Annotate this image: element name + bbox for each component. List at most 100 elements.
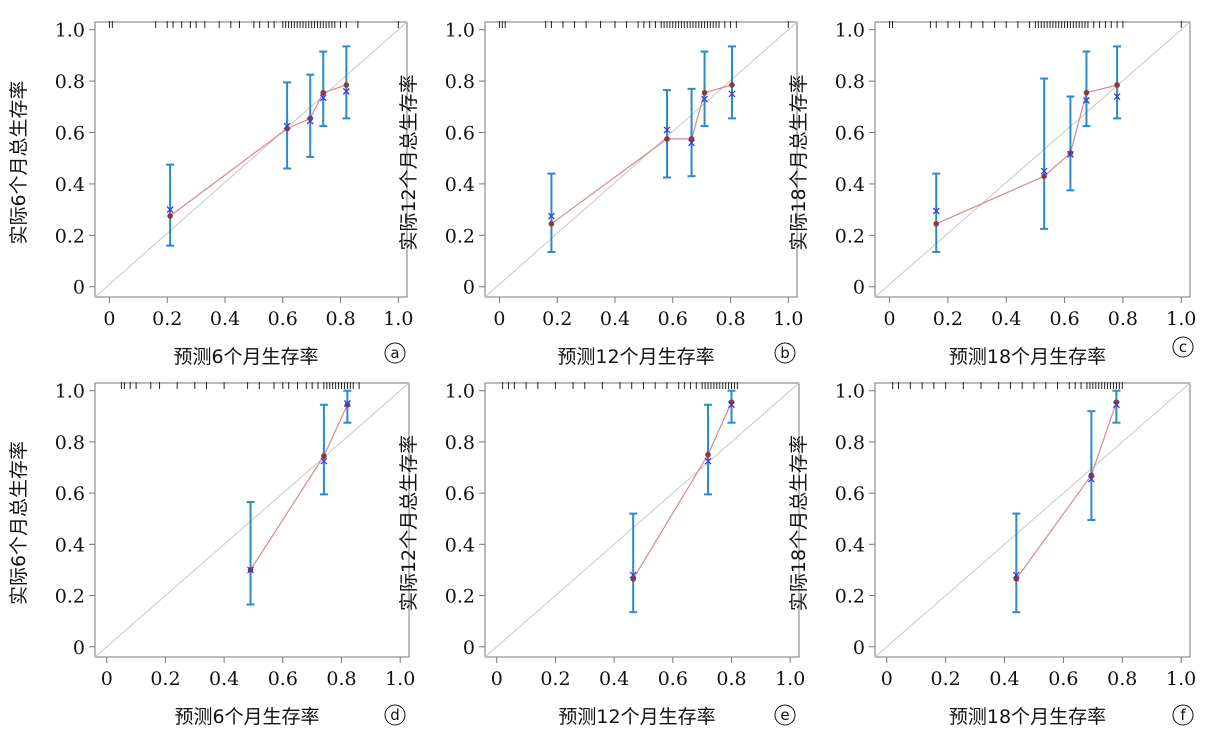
marker-stroke [701, 95, 709, 103]
marker-stroke [306, 117, 314, 125]
bias-corrected-marker [728, 90, 736, 98]
observed-point [1083, 89, 1090, 96]
y-tick-label: 0.6 [445, 123, 475, 145]
observed-point [320, 89, 327, 96]
observed-point [1114, 82, 1120, 88]
error-bar [319, 50, 328, 128]
error-bar [547, 172, 556, 254]
bias-corrected-marker [343, 400, 351, 407]
marker-stroke [319, 94, 327, 102]
x-axis-title: 预测12个月生存率 [558, 706, 715, 728]
y-tick-label: 0 [73, 637, 85, 659]
y-axis-title: 实际6个月总生存率 [8, 80, 30, 244]
y-tick-label: 0.4 [835, 174, 865, 196]
y-tick-label: 0.8 [835, 71, 865, 93]
error-bar [704, 403, 713, 496]
y-tick-label: 0.2 [445, 225, 475, 247]
marker-stroke [1012, 571, 1020, 579]
marker-stroke [629, 571, 637, 579]
observed-point [664, 136, 670, 142]
observed-point [1088, 472, 1095, 478]
observed-point [1041, 173, 1047, 180]
bias-corrected-marker [688, 139, 696, 147]
bias-corrected-marker [306, 117, 314, 125]
error-bar [1087, 410, 1096, 521]
x-axis-title: 预测12个月生存率 [557, 346, 714, 368]
observed-point [630, 576, 636, 582]
x-axis-title: 预测18个月生存率 [949, 346, 1106, 368]
marker-stroke [1112, 401, 1120, 409]
plot-frame [874, 21, 1191, 298]
y-tick-label: 1.0 [55, 381, 85, 403]
marker-stroke [343, 400, 351, 407]
y-tick-label: 0.4 [55, 534, 85, 556]
bias-corrected-marker [1113, 93, 1121, 100]
x-tick-label: 0.8 [325, 308, 355, 330]
y-tick-label: 1.0 [55, 20, 85, 42]
error-bar [1112, 389, 1121, 424]
bias-corrected-marker [1066, 150, 1074, 158]
marker-stroke [547, 212, 555, 220]
y-tick-label: 1.0 [445, 381, 475, 403]
y-tick-label: 0.4 [445, 534, 475, 556]
y-tick-label: 0.2 [835, 225, 865, 247]
y-tick-label: 0.4 [835, 534, 865, 556]
x-tick-label: 0.4 [989, 668, 1019, 690]
y-tick-label: 0.6 [835, 483, 865, 505]
panel-tag-circle [774, 342, 796, 364]
prediction-rug [892, 382, 1123, 389]
y-tick-label: 0.8 [55, 432, 85, 454]
prediction-rug [889, 21, 1182, 28]
error-bar [1066, 95, 1075, 192]
bias-corrected-marker [663, 126, 671, 134]
observed-point [343, 82, 350, 88]
error-bar [246, 501, 255, 606]
ideal-diagonal-line [874, 21, 1191, 298]
y-tick-label: 0.2 [55, 225, 85, 247]
error-bar [700, 50, 709, 128]
y-tick-label: 1.0 [835, 381, 865, 403]
x-tick-label: 1.0 [773, 308, 803, 330]
x-tick-label: 0.2 [542, 308, 572, 330]
x-tick-label: 0 [881, 668, 893, 690]
x-tick-label: 0.4 [599, 668, 629, 690]
error-bar [687, 87, 696, 178]
x-tick-label: 1.0 [1166, 668, 1196, 690]
error-bar [727, 389, 736, 424]
x-tick-label: 0.2 [933, 308, 963, 330]
bias-corrected-marker [1012, 571, 1020, 579]
panel-tag-letter: f [1180, 706, 1186, 724]
error-bar [629, 512, 638, 614]
y-tick-label: 0 [463, 277, 475, 299]
bias-corrected-marker [932, 207, 940, 215]
x-tick-label: 0.8 [1108, 308, 1138, 330]
bias-corrected-marker [283, 122, 291, 130]
x-tick-label: 0 [493, 308, 505, 330]
y-tick-label: 0.6 [55, 483, 85, 505]
bias-corrected-marker [629, 571, 637, 579]
panel-tag-letter: b [780, 344, 790, 362]
y-tick-label: 0.8 [835, 432, 865, 454]
x-tick-label: 1.0 [383, 308, 413, 330]
marker-stroke [320, 457, 328, 465]
x-tick-label: 0.2 [150, 668, 180, 690]
observed-point [548, 220, 555, 227]
y-tick-label: 0 [853, 637, 865, 659]
plot-frame [94, 382, 410, 658]
x-tick-label: 1.0 [1166, 308, 1196, 330]
y-tick-label: 0 [73, 277, 85, 299]
observed-point [321, 453, 327, 459]
error-bar [932, 172, 941, 254]
marker-stroke [342, 87, 350, 95]
marker-stroke [663, 126, 671, 134]
marker-stroke [247, 566, 254, 574]
x-tick-label: 0.6 [268, 668, 298, 690]
y-tick-label: 0.4 [55, 174, 85, 196]
y-tick-label: 0.6 [445, 483, 475, 505]
x-tick-label: 0.2 [152, 308, 182, 330]
y-tick-label: 0 [463, 637, 475, 659]
marker-stroke [283, 122, 291, 130]
error-bar [663, 89, 671, 179]
y-tick-label: 0 [853, 277, 865, 299]
